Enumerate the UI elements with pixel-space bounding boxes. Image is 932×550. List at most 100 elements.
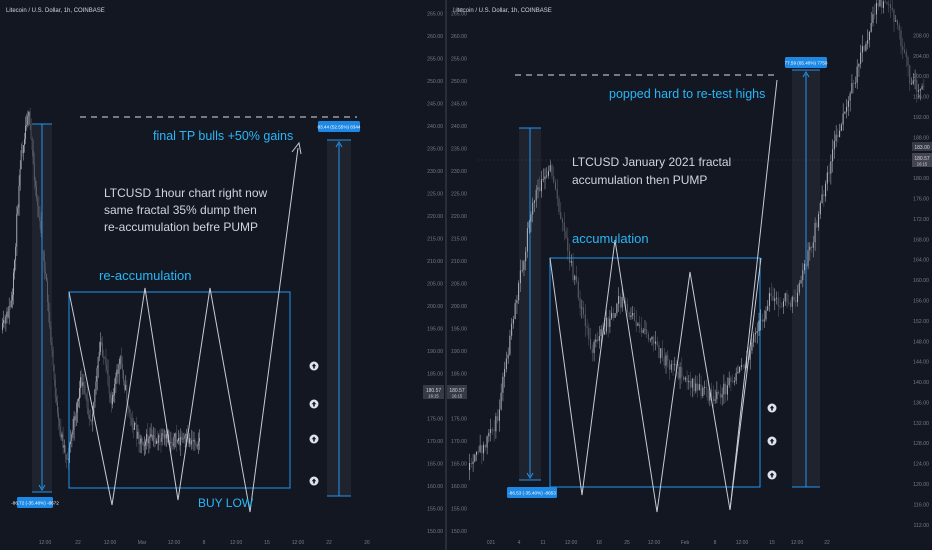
- candle-body: [11, 294, 13, 301]
- candle-body: [595, 339, 597, 342]
- candle-body: [756, 331, 758, 334]
- measure-badge[interactable]: -86.72 (-35.48%) -8672: [11, 497, 59, 508]
- candle-body: [530, 214, 532, 222]
- candle-body: [574, 275, 576, 280]
- left-price-axis[interactable]: 150.00 155.00 160.00 165.00 170.00 175.00 180.…: [423, 12, 444, 536]
- measure-badge[interactable]: -86.53 (-35.40%) -8653: [507, 487, 557, 498]
- measure-tool[interactable]: [792, 69, 820, 488]
- candle-body: [711, 389, 713, 397]
- candle-body: [784, 293, 786, 302]
- left-chart-svg[interactable]: Litecoin / U.S. Dollar, 1h, COINBASE -86…: [0, 0, 445, 550]
- note-line-3: re-accumulation befre PUMP: [104, 220, 258, 234]
- right-chart-svg[interactable]: Litecoin / U.S. Dollar, 1h, COINBASE -86…: [447, 0, 932, 550]
- arrow-up-circle-icon[interactable]: [309, 399, 319, 409]
- arrow-up-circle-icon[interactable]: [767, 403, 777, 413]
- accumulation-box[interactable]: [549, 257, 761, 488]
- arrow-up-circle-icon[interactable]: [309, 434, 319, 444]
- candle-body: [139, 443, 141, 444]
- candle-body: [195, 443, 197, 446]
- right-price-axis[interactable]: USD 150.00 155.00 160.00 165.00 170.00 175.00 1…: [447, 8, 932, 535]
- candle-body: [839, 130, 841, 138]
- candle-body: [837, 134, 839, 138]
- candle-body: [740, 365, 742, 368]
- candle-body: [579, 297, 581, 309]
- candle-body: [833, 141, 835, 150]
- left-drawings-group[interactable]: -86.72 (-35.48%) -8672 83.44 (52.55%) 834…: [11, 116, 361, 513]
- candle-body: [488, 432, 490, 437]
- arrow-up-circle-icon[interactable]: [309, 361, 319, 371]
- time-axis-tick: 12:00: [104, 540, 117, 546]
- candle-body: [670, 364, 672, 370]
- candle-body: [884, 1, 886, 3]
- price-axis-tick: 165.00: [427, 462, 443, 468]
- right-price-tag-top[interactable]: 183.00: [912, 142, 932, 151]
- candle-body: [183, 438, 185, 440]
- candle-body: [37, 197, 38, 207]
- last-price-value: 180.57: [426, 388, 442, 394]
- re-accumulation-label: re-accumulation: [99, 268, 192, 283]
- candle-body: [523, 261, 525, 271]
- candle-body: [25, 125, 26, 140]
- left-scale-tick: 170.00: [451, 439, 467, 445]
- arrow-up-circle-icon[interactable]: [767, 470, 777, 480]
- candle-body: [728, 377, 730, 386]
- right-scale-tick: 148.00: [913, 339, 929, 345]
- candle-body: [115, 376, 117, 385]
- candle-body: [568, 251, 571, 263]
- candle-body: [572, 260, 574, 280]
- measure-tool[interactable]: [32, 123, 52, 493]
- candle-body: [665, 355, 667, 366]
- arrow-up-circle-icon[interactable]: [309, 476, 319, 486]
- candle-body: [598, 336, 600, 341]
- candle-body: [658, 344, 660, 359]
- right-drawings-group[interactable]: -86.53 (-35.40%) -8653 77.59 (65.40%) 775…: [477, 57, 912, 513]
- panel-divider[interactable]: [445, 0, 447, 550]
- candle-body: [600, 329, 602, 337]
- candle-body: [197, 441, 199, 446]
- right-chart-panel[interactable]: Litecoin / U.S. Dollar, 1h, COINBASE -86…: [447, 0, 932, 550]
- left-time-axis[interactable]: 12:00 22 12:00 Mar 12:00 8 12:00 15 12:00 22 26: [39, 540, 370, 546]
- price-axis-tick: 195.00: [427, 327, 443, 333]
- candle-body: [512, 319, 514, 324]
- candle-body: [763, 319, 765, 322]
- candle-body: [77, 398, 79, 402]
- candle-body: [149, 436, 151, 439]
- candle-body: [860, 52, 862, 64]
- candle-body: [825, 183, 827, 197]
- left-scale-tick: 225.00: [451, 192, 467, 198]
- candle-body: [896, 20, 898, 26]
- price-axis-tick: 210.00: [427, 259, 443, 265]
- candle-body: [18, 185, 20, 208]
- measure-tool[interactable]: [327, 139, 351, 497]
- right-scale-tick: 144.00: [913, 360, 929, 366]
- left-chart-panel[interactable]: Litecoin / U.S. Dollar, 1h, COINBASE -86…: [0, 0, 445, 550]
- price-axis-tick: 200.00: [427, 304, 443, 310]
- candle-body: [674, 364, 676, 366]
- candle-body: [909, 65, 911, 84]
- candle-body: [83, 382, 85, 386]
- measure-badge[interactable]: 83.44 (52.55%) 8344: [318, 121, 361, 132]
- candle-body: [840, 124, 842, 131]
- currency-label: USD: [453, 8, 464, 14]
- left-scale-tick: 235.00: [451, 147, 467, 153]
- candle-body: [2, 323, 3, 330]
- candle-body: [48, 301, 49, 312]
- candle-body: [68, 458, 69, 460]
- candle-body: [8, 305, 10, 318]
- candle-body: [81, 377, 82, 387]
- left-scale-price-time: 16:15: [452, 394, 463, 399]
- candle-body: [164, 434, 166, 439]
- right-time-axis[interactable]: 021 4 11 12:00 18 25 12:00 Feb 8 12:00 15 12:00 22: [487, 540, 830, 546]
- candle-body: [583, 307, 585, 315]
- arrow-up-circle-icon[interactable]: [767, 436, 777, 446]
- measure-tool[interactable]: [519, 127, 541, 481]
- candle-body: [103, 356, 104, 358]
- candle-body: [157, 440, 158, 444]
- candle-body: [63, 445, 65, 448]
- right-scale-tick: 204.00: [913, 54, 929, 60]
- measure-badge[interactable]: 77.59 (65.40%) 7759: [785, 57, 828, 68]
- measure-badge-bg: [17, 497, 53, 508]
